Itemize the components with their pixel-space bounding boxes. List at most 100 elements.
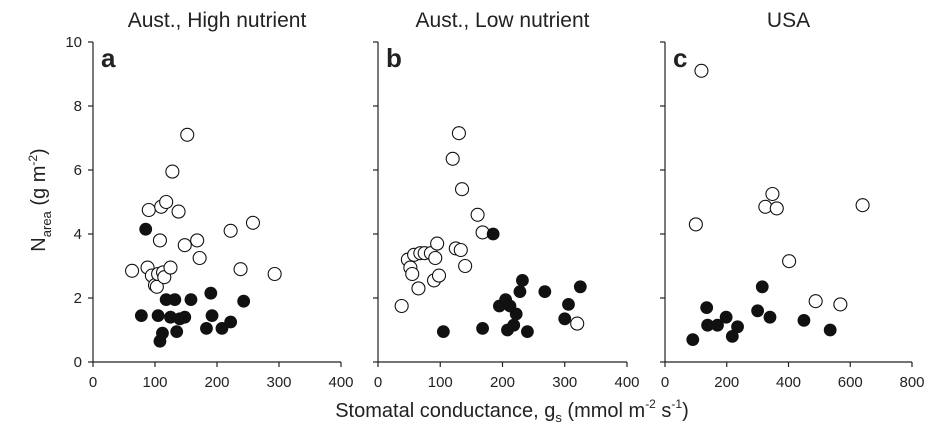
y-axis-title-close: ) — [28, 148, 50, 155]
data-point-open — [165, 164, 180, 179]
data-point-open — [833, 297, 848, 312]
data-point-open — [171, 204, 186, 219]
data-point-open — [688, 217, 703, 232]
data-point-open — [192, 250, 207, 266]
data-point-open — [190, 233, 205, 248]
data-point-filled — [763, 310, 777, 324]
data-point-open — [159, 194, 174, 210]
data-point-open — [855, 198, 870, 213]
data-point-open — [445, 151, 460, 166]
panel-title: Aust., High nutrient — [128, 9, 307, 32]
panel-c: 0 200 400 600 800 USA c — [660, 9, 925, 391]
panel-title: USA — [767, 9, 810, 32]
data-point-filled — [521, 325, 534, 339]
x-axis-title-sup1: -2 — [645, 397, 656, 411]
y-axis-title-sub: area — [39, 210, 54, 237]
data-point-filled — [156, 326, 169, 340]
data-point-open — [430, 236, 445, 251]
data-point-filled — [205, 309, 219, 323]
x-tick-label: 0 — [374, 374, 382, 391]
y-tick-label: 2 — [74, 290, 82, 307]
data-point-open — [233, 262, 248, 277]
data-point-open — [808, 294, 823, 309]
data-point-open — [451, 126, 466, 141]
data-point-filled — [513, 285, 527, 299]
y-tick-label: 6 — [74, 162, 82, 179]
data-point-open — [411, 281, 426, 296]
x-tick-label: 0 — [661, 374, 669, 391]
data-point-filled — [516, 273, 529, 287]
data-point-open — [454, 182, 470, 197]
y-tick-label: 4 — [74, 226, 82, 243]
x-axis-title-sup2: -1 — [671, 397, 682, 411]
data-point-filled — [538, 285, 552, 299]
panel-letter: c — [673, 43, 687, 73]
x-tick-label: 200 — [490, 374, 515, 391]
data-point-filled — [751, 304, 765, 318]
x-tick-label: 300 — [552, 374, 577, 391]
data-point-filled — [700, 301, 714, 315]
x-tick-label: 200 — [204, 374, 229, 391]
data-point-filled — [200, 321, 213, 335]
panel-title: Aust., Low nutrient — [416, 9, 590, 32]
data-point-open — [245, 215, 261, 230]
data-point-filled — [558, 312, 572, 326]
data-point-open — [431, 268, 447, 283]
data-point-filled — [476, 321, 489, 335]
data-point-filled — [134, 309, 148, 323]
data-point-filled — [573, 280, 587, 294]
data-point-filled — [797, 313, 811, 327]
panel-b: 0 100 200 300 400 Aust., Low nutrient b — [373, 9, 640, 391]
x-tick-label: 0 — [89, 374, 97, 391]
data-point-open — [163, 260, 178, 275]
x-axis-title-close: ) — [682, 400, 689, 422]
data-point-filled — [178, 310, 192, 324]
y-tick-label: 10 — [65, 34, 82, 51]
data-point-filled — [184, 293, 198, 307]
panel-letter: b — [386, 43, 402, 73]
y-axis-title-rest: (g m — [28, 166, 50, 212]
data-point-open — [758, 199, 773, 214]
data-point-open — [453, 242, 468, 258]
x-axis-title: Stomatal conductance, gs (mmol m-2 s-1) — [335, 397, 689, 425]
x-tick-label: 600 — [838, 374, 863, 391]
data-point-filled — [436, 325, 450, 339]
data-point-open — [125, 263, 140, 278]
x-axis-title-sub: s — [555, 410, 562, 425]
x-tick-label: 400 — [776, 374, 801, 391]
y-axis-title-sup: -2 — [26, 155, 40, 166]
data-point-open — [223, 223, 238, 238]
data-point-filled — [168, 293, 182, 307]
data-point-filled — [204, 286, 218, 300]
x-axis-title-mid: s — [656, 400, 672, 422]
data-point-filled — [507, 318, 521, 332]
x-tick-label: 100 — [142, 374, 167, 391]
data-point-open — [428, 250, 443, 266]
data-point-filled — [711, 318, 724, 332]
data-point-filled — [686, 333, 700, 347]
data-point-filled — [224, 315, 238, 329]
data-point-open — [267, 266, 282, 282]
x-tick-label: 100 — [428, 374, 453, 391]
data-point-open — [765, 186, 780, 202]
y-axis-title-main: N — [28, 237, 50, 251]
x-axis-title-rest: (mmol m — [562, 400, 645, 422]
data-point-filled — [755, 280, 769, 294]
data-point-open — [782, 254, 797, 269]
data-point-filled — [151, 309, 165, 323]
data-point-open — [152, 233, 168, 248]
y-tick-label: 0 — [74, 354, 82, 371]
x-tick-label: 300 — [266, 374, 291, 391]
y-axis-title: Narea (g m-2) — [26, 148, 54, 251]
data-point-open — [458, 258, 473, 274]
data-point-filled — [215, 321, 229, 335]
data-point-open — [405, 266, 420, 282]
data-point-open — [177, 238, 192, 253]
x-axis-title-main: Stomatal conductance, g — [335, 400, 555, 422]
data-point-open — [180, 127, 195, 142]
x-tick-label: 200 — [714, 374, 739, 391]
data-point-filled — [562, 297, 575, 311]
data-point-open — [141, 202, 156, 218]
